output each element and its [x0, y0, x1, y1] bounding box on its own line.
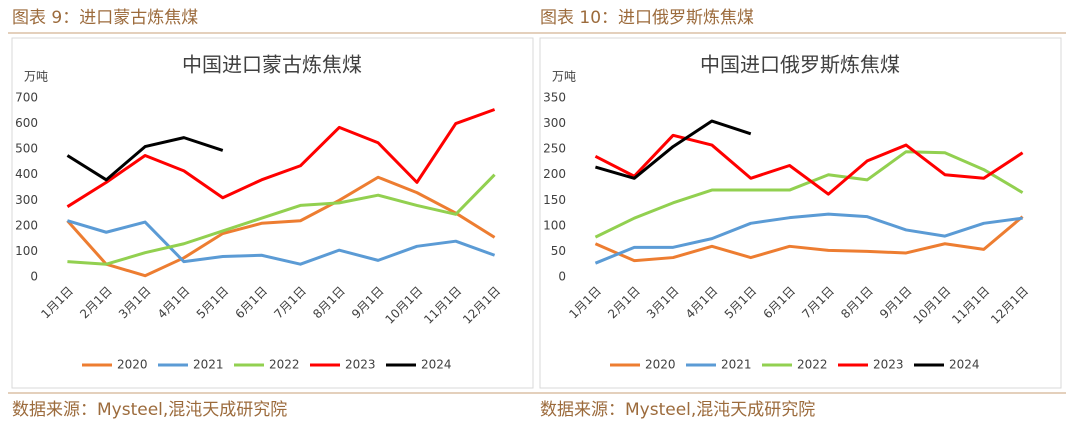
x-tick-label: 8月1日 [838, 284, 876, 322]
legend-label: 2021 [721, 358, 752, 372]
legend-label: 2022 [797, 358, 828, 372]
figure-caption: 图表 9：进口蒙古炼焦煤 [12, 8, 198, 28]
x-tick-label: 1月1日 [38, 284, 76, 322]
y-tick-label: 400 [15, 167, 38, 181]
legend-label: 2020 [117, 358, 148, 372]
series-line [66, 136, 224, 182]
series-line [66, 175, 496, 278]
x-tick-label: 10月1日 [382, 284, 425, 327]
y-tick-label: 250 [543, 142, 566, 156]
y-tick-label: 350 [543, 91, 566, 105]
chart-title: 中国进口蒙古炼焦煤 [182, 53, 362, 77]
y-tick-label: 50 [551, 244, 566, 258]
x-tick-label: 5月1日 [194, 284, 232, 322]
legend-label: 2024 [421, 358, 452, 372]
x-tick-label: 11月1日 [949, 284, 992, 327]
x-tick-label: 4月1日 [683, 284, 721, 322]
x-tick-label: 5月1日 [722, 284, 760, 322]
y-tick-label: 600 [15, 116, 38, 130]
y-tick-label: 0 [30, 270, 38, 284]
x-tick-label: 7月1日 [799, 284, 837, 322]
series-line [66, 219, 496, 266]
y-tick-label: 150 [543, 193, 566, 207]
x-tick-label: 3月1日 [116, 284, 154, 322]
legend-label: 2022 [269, 358, 300, 372]
chart-frame [11, 37, 534, 389]
chart-frame [539, 37, 1062, 389]
x-tick-label: 2月1日 [605, 284, 643, 322]
chart-title: 中国进口俄罗斯炼焦煤 [700, 53, 900, 77]
series-line [594, 212, 1023, 265]
x-tick-label: 11月1日 [421, 284, 464, 327]
source-note: 数据来源：Mysteel,混沌天成研究院 [540, 400, 815, 420]
x-tick-label: 6月1日 [761, 284, 799, 322]
y-axis-label: 万吨 [24, 70, 48, 84]
series-line [66, 108, 496, 208]
legend-label: 2020 [645, 358, 676, 372]
legend-label: 2023 [345, 358, 376, 372]
series-line [594, 119, 752, 180]
x-tick-label: 9月1日 [349, 284, 387, 322]
x-tick-label: 3月1日 [644, 284, 682, 322]
figure-caption: 图表 10：进口俄罗斯炼焦煤 [540, 8, 754, 28]
legend-label: 2023 [873, 358, 904, 372]
series-line [594, 215, 1024, 263]
legend-label: 2021 [193, 358, 224, 372]
y-tick-label: 100 [15, 244, 38, 258]
y-tick-label: 700 [15, 91, 38, 105]
x-tick-label: 7月1日 [271, 284, 309, 322]
source-note: 数据来源：Mysteel,混沌天成研究院 [12, 400, 287, 420]
y-tick-label: 200 [543, 167, 566, 181]
legend-label: 2024 [949, 358, 980, 372]
x-tick-label: 6月1日 [233, 284, 271, 322]
y-axis-label: 万吨 [552, 70, 576, 84]
series-line [67, 173, 496, 266]
x-tick-label: 12月1日 [460, 284, 503, 327]
x-tick-label: 2月1日 [77, 284, 115, 322]
y-tick-label: 300 [15, 193, 38, 207]
x-tick-label: 9月1日 [877, 284, 915, 322]
x-tick-label: 4月1日 [155, 284, 193, 322]
y-tick-label: 300 [543, 116, 566, 130]
y-tick-label: 500 [15, 142, 38, 156]
x-tick-label: 10月1日 [910, 284, 953, 327]
x-tick-label: 1月1日 [566, 284, 604, 322]
x-tick-label: 8月1日 [310, 284, 348, 322]
x-tick-label: 12月1日 [988, 284, 1031, 327]
y-tick-label: 200 [15, 218, 38, 232]
y-tick-label: 100 [543, 218, 566, 232]
series-line [594, 133, 1024, 196]
series-line [594, 150, 1024, 239]
y-tick-label: 0 [558, 270, 566, 284]
